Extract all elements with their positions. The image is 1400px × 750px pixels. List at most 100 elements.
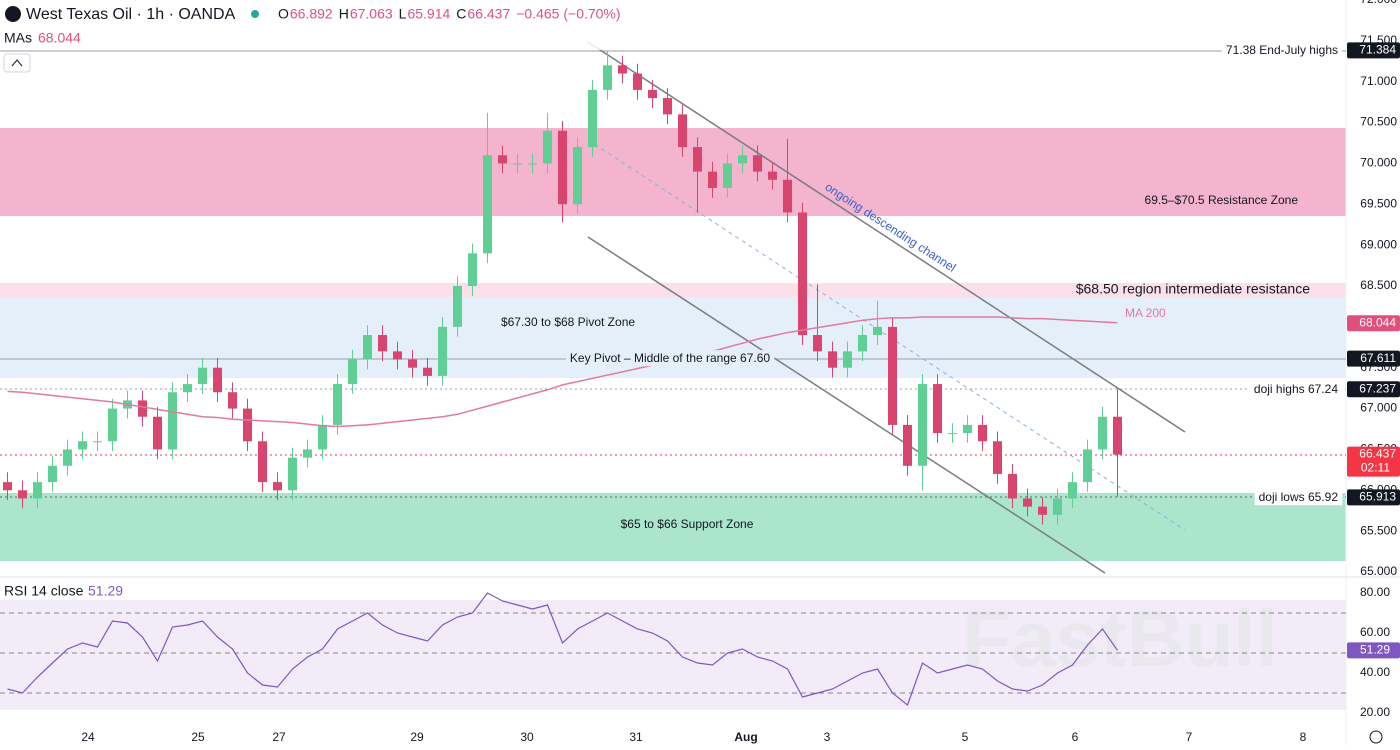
candle-body: [633, 73, 642, 90]
price-label-box: [1347, 381, 1400, 398]
candle-body: [198, 367, 207, 385]
candle-body: [768, 171, 777, 180]
candle-body: [708, 171, 717, 188]
annotation: 69.5–$70.5 Resistance Zone: [1145, 193, 1299, 207]
candle-body: [693, 147, 702, 172]
candle-body: [1083, 449, 1092, 483]
candle-body: [18, 490, 27, 499]
change: −0.465 (−0.70%): [516, 6, 620, 22]
candle-body: [1008, 473, 1017, 499]
ma-label: MA 200: [1125, 306, 1166, 320]
price-label-box: [1347, 446, 1400, 477]
candle-body: [183, 384, 192, 393]
y-tick-label: 65.000: [1360, 564, 1397, 578]
x-tick-label: 7: [1186, 730, 1193, 744]
ma-line: [7, 316, 1118, 428]
candle-body: [408, 359, 417, 368]
candle-body: [228, 392, 237, 409]
candle-body: [33, 482, 42, 499]
status-dot: [251, 10, 259, 18]
rsi-line: [7, 592, 1118, 706]
price-label: 67.611: [1360, 351, 1396, 365]
candle-body: [978, 424, 987, 442]
candle-body: [798, 212, 807, 336]
candle-body: [528, 163, 537, 165]
x-tick-label: Aug: [734, 730, 757, 744]
y-tick-label: 70.000: [1360, 156, 1397, 170]
candle-body: [648, 89, 657, 99]
watermark: FastBull: [962, 594, 1278, 683]
candle-body: [108, 408, 117, 442]
ohlc-value: 67.063: [350, 6, 393, 22]
y-tick-label: 65.500: [1360, 523, 1397, 537]
rsi-title: RSI 14 close: [4, 583, 84, 599]
ma-legend-label: MAs: [4, 30, 32, 46]
annotation: $68.50 region intermediate resistance: [1076, 281, 1310, 297]
annotation: Key Pivot – Middle of the range 67.60: [570, 351, 770, 365]
support-zone: [0, 493, 1346, 561]
annotation: $65 to $66 Support Zone: [621, 517, 754, 531]
ohlc-label: H: [339, 6, 349, 22]
candle-body: [888, 326, 897, 425]
candle-body: [993, 441, 1002, 474]
candle-body: [1023, 498, 1032, 507]
candle-body: [1068, 482, 1077, 499]
collapse-button[interactable]: [3, 53, 31, 73]
candle-body: [588, 89, 597, 148]
annotation-bg: [1249, 381, 1343, 398]
candle-body: [513, 163, 522, 165]
candle-body: [963, 424, 972, 434]
y-tick-label: 67.000: [1360, 401, 1397, 415]
y-tick-label: 68.500: [1360, 278, 1397, 292]
candle-body: [63, 449, 72, 466]
marks: [3, 50, 1122, 525]
y-tick-label: 70.500: [1360, 115, 1397, 129]
rsi-tick-label: 60.00: [1360, 625, 1390, 639]
y-tick-label: 71.000: [1360, 74, 1397, 88]
candle-body: [303, 449, 312, 458]
settings-icon[interactable]: [1369, 730, 1383, 744]
ohlc-label: L: [399, 6, 407, 22]
ohlc-label: C: [456, 6, 466, 22]
x-tick-label: 30: [520, 730, 534, 744]
collapse-icon: [11, 59, 23, 67]
candle-body: [813, 335, 822, 352]
candle-body: [918, 384, 927, 466]
candle-body: [453, 286, 462, 327]
candle-body: [48, 465, 57, 483]
candle-body: [498, 155, 507, 164]
candle-body: [468, 253, 477, 286]
candle-body: [93, 441, 102, 443]
candle-body: [873, 326, 882, 336]
price-label: 66.437: [1359, 447, 1396, 461]
price-label: 71.384: [1359, 43, 1396, 57]
candle-body: [663, 98, 672, 115]
x-tick-label: 5: [962, 730, 969, 744]
ohlc-value: 65.914: [407, 6, 450, 22]
rsi-value: 51.29: [88, 583, 123, 599]
candle-body: [783, 179, 792, 213]
candle-body: [858, 335, 867, 352]
candle-body: [948, 433, 957, 435]
x-tick-label: 29: [410, 730, 424, 744]
candle-body: [288, 457, 297, 491]
rsi-tick-label: 40.00: [1360, 665, 1390, 679]
candle-body: [603, 65, 612, 90]
candle-body: [333, 384, 342, 425]
x-tick-label: 25: [191, 730, 205, 744]
candle-body: [78, 441, 87, 450]
ohlc-value: 66.892: [290, 6, 333, 22]
candle-body: [753, 155, 762, 172]
candle-body: [213, 367, 222, 393]
rsi-value-box: [1347, 642, 1400, 659]
intermediate-resistance-band: [0, 283, 1346, 297]
candle-body: [573, 147, 582, 205]
x-tick-label: 27: [272, 730, 286, 744]
candle-body: [363, 335, 372, 360]
rsi-tick-label: 20.00: [1360, 705, 1390, 719]
rsi-tick-label: 80.00: [1360, 585, 1390, 599]
candle-body: [168, 392, 177, 450]
candle-body: [348, 359, 357, 385]
candle-body: [3, 482, 12, 491]
y-tick-label: 72.000: [1360, 0, 1397, 6]
